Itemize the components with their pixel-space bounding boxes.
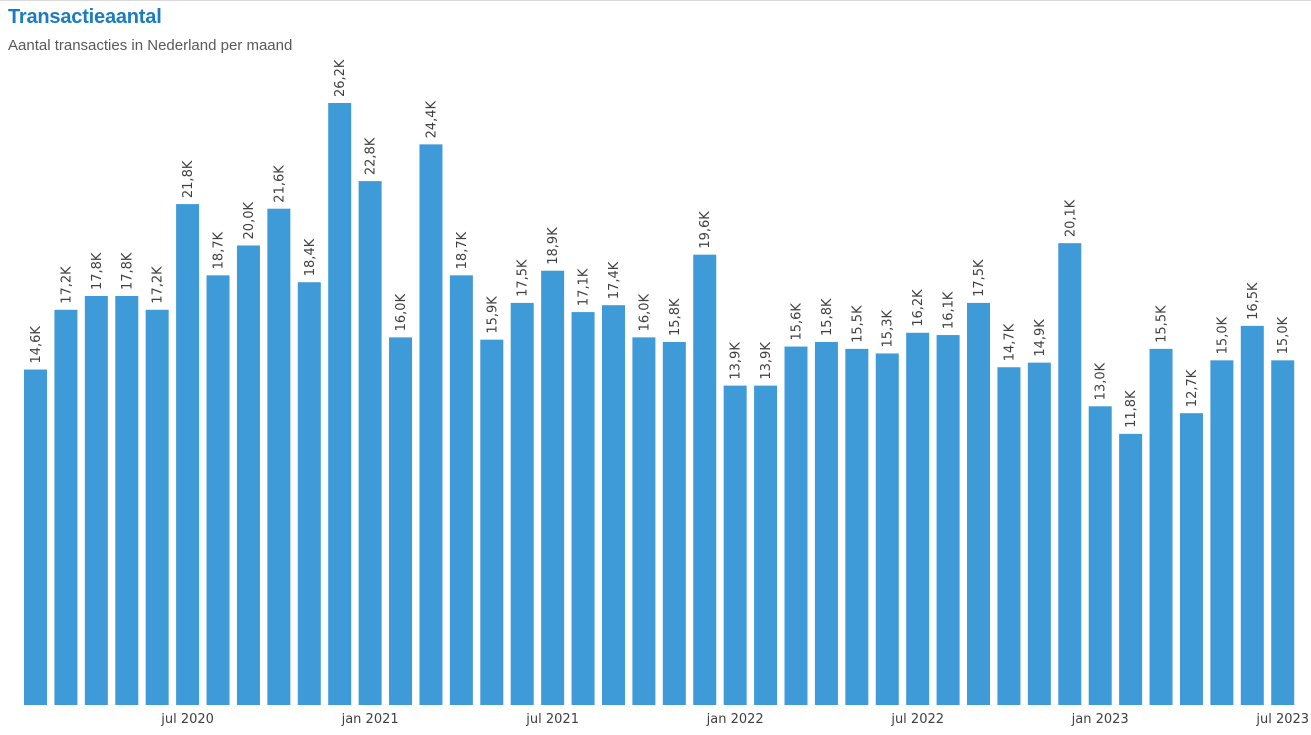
bar-2020-01 (24, 369, 47, 705)
bar-value-label: 15,5K (850, 305, 865, 343)
bar-value-label: 17,2K (151, 266, 166, 304)
bar-value-label: 14,6K (29, 326, 44, 364)
x-tick-label: jan 2021 (341, 712, 399, 727)
bar-value-label: 15,0K (1215, 316, 1230, 354)
bar-2020-07 (206, 275, 230, 705)
bar-value-label: 15,3K (881, 310, 896, 348)
bar-value-label: 24,4K (424, 100, 439, 138)
bar-2020-04 (115, 296, 139, 705)
bar-value-label: 17,8K (90, 252, 105, 290)
bar-2021-08 (601, 305, 625, 705)
bar-value-label: 17,4K (607, 261, 622, 299)
x-tick-label: jul 2023 (1255, 712, 1309, 727)
bar-2021-09 (632, 337, 656, 705)
bar-value-label: 18,7K (455, 231, 470, 269)
bar-2022-09 (997, 367, 1021, 705)
bar-2023-04 (1210, 360, 1234, 705)
bar-2021-05 (510, 302, 534, 705)
bar-2022-04 (845, 348, 869, 705)
bar-value-label: 15,8K (820, 298, 835, 336)
bar-2022-11 (1058, 243, 1082, 705)
bar-value-label: 15,9K (485, 296, 500, 334)
bar-2022-12 (1088, 406, 1112, 705)
bar-2022-02 (784, 346, 808, 705)
bar-2023-03 (1179, 413, 1203, 705)
bar-value-label: 21,6K (272, 165, 287, 203)
bar-2021-12 (723, 385, 747, 705)
bar-value-label: 16,5K (1246, 282, 1261, 320)
bar-value-label: 17,2K (59, 266, 74, 304)
bar-value-label: 16,1K (942, 291, 957, 329)
x-tick-label: jul 2021 (525, 712, 579, 727)
bar-2023-02 (1149, 348, 1173, 705)
bar-2020-02 (54, 309, 78, 705)
bar-value-label: 15,5K (1155, 305, 1170, 343)
bar-2020-03 (84, 296, 108, 705)
bar-2020-09 (267, 208, 291, 705)
bars-group (24, 103, 1295, 706)
bar-value-label: 15,6K (790, 303, 805, 341)
x-axis-ticks: jul 2020 jan 2021 jul 2021 jan 2022 jul 2022… (160, 712, 1309, 727)
bar-value-label: 17,5K (516, 259, 531, 297)
bar-value-label: 14,7K (1002, 323, 1017, 361)
bar-value-label: 16,0K (637, 293, 652, 331)
bar-value-label: 22,8K (364, 137, 379, 175)
bar-labels-group: 14,6K 17,2K 17,8K 17,8K 17,2K 21,8K 18,7K 20,0K… (29, 59, 1291, 428)
bar-value-label: 16,0K (394, 293, 409, 331)
bar-value-label: 15,0K (1276, 316, 1291, 354)
bar-2020-12 (358, 181, 382, 705)
top-border (0, 0, 1311, 1)
bar-value-label: 11,8K (1124, 390, 1139, 428)
bar-2021-02 (419, 144, 443, 706)
bar-2022-10 (1027, 362, 1051, 705)
bar-value-label: 20,0K (242, 202, 257, 240)
bar-2022-08 (967, 302, 991, 705)
bar-2023-06 (1271, 360, 1295, 705)
bar-value-label: 18,7K (212, 231, 227, 269)
bar-2020-08 (236, 245, 260, 705)
bar-2020-11 (328, 103, 352, 705)
bar-2021-07 (571, 312, 595, 705)
bar-2022-03 (814, 341, 838, 705)
bar-2021-06 (541, 270, 565, 705)
x-tick-label: jul 2020 (160, 712, 214, 727)
bar-value-label: 13,9K (759, 342, 774, 380)
bar-2020-05 (145, 309, 169, 705)
bar-2023-01 (1119, 433, 1143, 705)
bar-value-label: 18,4K (303, 238, 318, 276)
bar-2020-10 (297, 282, 321, 705)
bar-2020-06 (176, 204, 200, 705)
bar-value-label: 18,9K (546, 227, 561, 265)
bar-2021-03 (449, 275, 473, 705)
bar-value-label: 20,1K (1063, 199, 1078, 237)
bar-value-label: 15,8K (668, 298, 683, 336)
bar-value-label: 14,9K (1033, 319, 1048, 357)
bar-2021-11 (693, 254, 717, 705)
chart-title: Transactieaantal (8, 6, 162, 28)
bar-2022-06 (906, 332, 930, 705)
x-tick-label: jan 2023 (1071, 712, 1129, 727)
bar-2021-04 (480, 339, 504, 705)
bar-value-label: 17,5K (972, 259, 987, 297)
bar-value-label: 12,7K (1185, 369, 1200, 407)
bar-2022-05 (875, 353, 899, 705)
bar-value-label: 21,8K (181, 160, 196, 198)
bar-value-label: 26,2K (333, 59, 348, 97)
x-tick-label: jan 2022 (706, 712, 764, 727)
bar-value-label: 17,8K (120, 252, 135, 290)
bar-value-label: 16,2K (911, 289, 926, 327)
chart-subtitle: Aantal transacties in Nederland per maan… (8, 37, 293, 54)
bar-value-label: 17,1K (577, 268, 592, 306)
x-tick-label: jul 2022 (890, 712, 944, 727)
bar-2021-10 (662, 341, 686, 705)
bar-2023-05 (1240, 325, 1264, 705)
bar-value-label: 19,6K (698, 211, 713, 249)
bar-2022-07 (936, 335, 960, 705)
bar-2021-01 (389, 337, 413, 705)
bar-value-label: 13,9K (729, 342, 744, 380)
bar-value-label: 13,0K (1094, 362, 1109, 400)
bar-2022-01 (754, 385, 778, 705)
